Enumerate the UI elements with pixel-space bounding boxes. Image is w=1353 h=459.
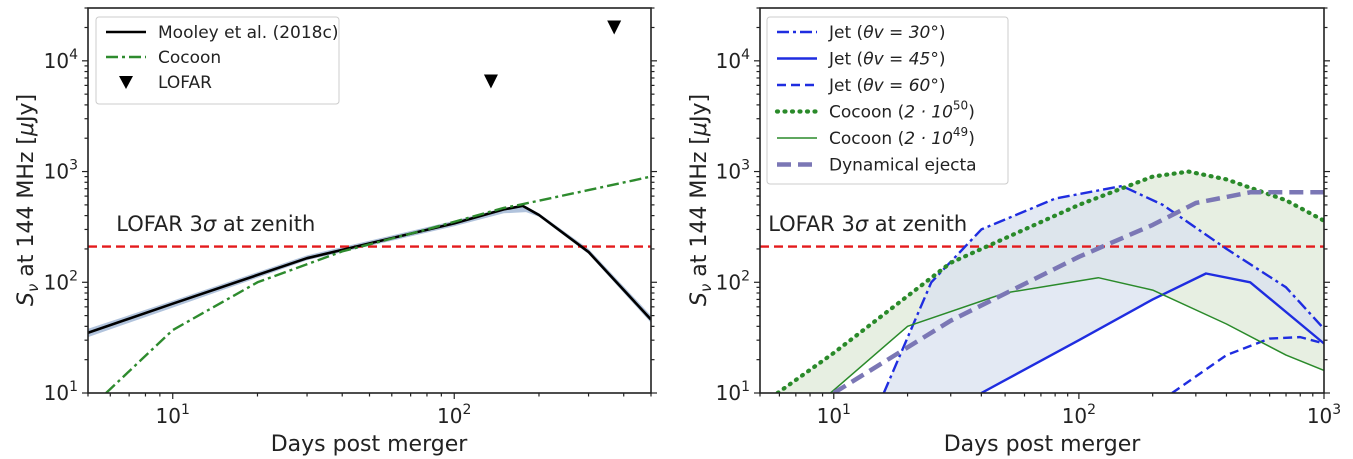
x-axis-label: Days post merger xyxy=(271,432,469,457)
series-line-4 xyxy=(830,276,1324,393)
legend-label: Cocoon (2 · 1049) xyxy=(829,125,975,149)
series-line-2 xyxy=(1171,335,1324,393)
svg-text:Sν at 144 MHz [μJy]: Sν at 144 MHz [μJy] xyxy=(687,94,715,306)
legend-label: Jet (θv = 60°) xyxy=(828,76,945,96)
legend-label: Jet (θv = 45°) xyxy=(828,50,945,70)
legend: Mooley et al. (2018c) Cocoon LOFAR xyxy=(95,16,340,105)
legend-label: LOFAR xyxy=(158,73,212,93)
shaded-region-1 xyxy=(883,186,1324,393)
x-axis-label: Days post merger xyxy=(944,432,1142,457)
y-tick-label: 102 xyxy=(44,268,78,294)
legend-label: Jet (θv = 30°) xyxy=(828,23,945,43)
x-tick-label: 102 xyxy=(437,402,471,428)
x-tick-label: 101 xyxy=(156,402,190,428)
left-panel: 101 102 103 104 101 102 LOFAR 3σ at zenith Da… xyxy=(14,7,657,457)
y-tick-label: 101 xyxy=(44,379,78,405)
y-tick-label: 101 xyxy=(716,379,750,405)
series-line-5 xyxy=(832,190,1324,393)
legend-frame xyxy=(766,16,1009,185)
legend-label: Dynamical ejecta xyxy=(829,156,977,176)
legend-label: Mooley et al. (2018c) xyxy=(158,23,338,43)
series-line-3 xyxy=(775,169,1324,393)
y-axis-label: Sν at 144 MHz [μJy] xyxy=(14,94,42,306)
right-panel: 101 102 103 104 101 102 103 LOFAR 3σ at zenith… xyxy=(687,7,1341,457)
legend-label: Cocoon xyxy=(158,48,221,68)
x-tick-label: 102 xyxy=(1062,402,1096,428)
legend-label: Cocoon (2 · 1050) xyxy=(829,99,975,123)
series-line-0 xyxy=(88,204,651,335)
y-axis-label: Sν at 144 MHz [μJy] xyxy=(687,94,715,306)
lofar-threshold-label: LOFAR 3σ at zenith xyxy=(768,212,967,236)
legend-frame xyxy=(95,16,340,105)
svg-text:Sν at 144 MHz [μJy]: Sν at 144 MHz [μJy] xyxy=(14,94,42,306)
lofar-upper-limit-marker xyxy=(607,20,622,35)
legend: Jet (θv = 30°) Jet (θv = 45°) Jet (θv = 60… xyxy=(766,16,1009,185)
axes-frame xyxy=(87,7,652,394)
axes-frame xyxy=(759,7,1325,394)
x-tick-label: 101 xyxy=(817,402,851,428)
y-tick-label: 104 xyxy=(44,47,78,73)
lofar-upper-limit-marker xyxy=(483,74,498,89)
series-line-0 xyxy=(882,184,1324,393)
y-tick-label: 104 xyxy=(716,47,750,73)
series-line-1 xyxy=(105,175,651,393)
y-tick-label: 103 xyxy=(44,158,78,184)
y-tick-label: 103 xyxy=(716,158,750,184)
x-tick-label: 103 xyxy=(1307,402,1341,428)
legend-marker xyxy=(119,76,133,89)
series-line-1 xyxy=(980,272,1324,393)
y-tick-label: 102 xyxy=(716,268,750,294)
lofar-threshold-label: LOFAR 3σ at zenith xyxy=(116,212,315,236)
